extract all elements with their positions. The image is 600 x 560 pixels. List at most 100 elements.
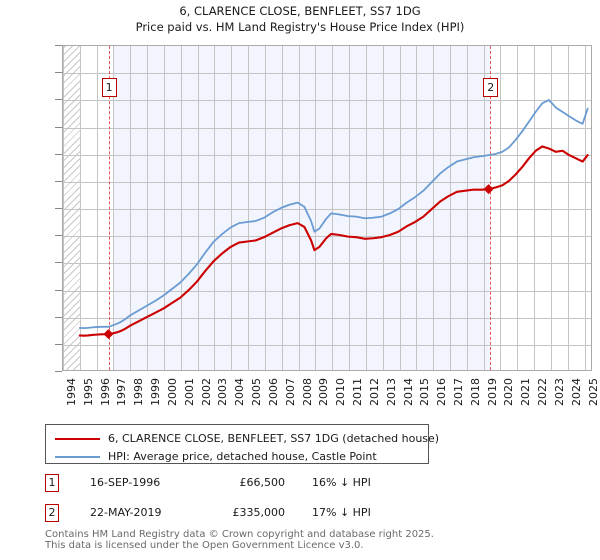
x-axis-label: 2004 bbox=[233, 378, 247, 406]
legend-color-swatch bbox=[55, 456, 100, 458]
y-axis-tick bbox=[55, 316, 62, 318]
y-axis-tick bbox=[55, 343, 62, 345]
legend-label: 6, CLARENCE CLOSE, BENFLEET, SS7 1DG (de… bbox=[108, 432, 440, 445]
transaction-point-marker bbox=[103, 329, 114, 340]
transaction-date: 22-MAY-2019 bbox=[90, 506, 162, 519]
x-axis-label: 2002 bbox=[199, 378, 213, 406]
transaction-vertical-line bbox=[490, 46, 492, 370]
title-line-2: Price paid vs. HM Land Registry's House … bbox=[135, 20, 465, 34]
y-axis-tick bbox=[55, 45, 62, 46]
transaction-hpi-delta: 16% ↓ HPI bbox=[312, 476, 371, 489]
gridline-horizontal bbox=[63, 127, 591, 129]
x-axis-label: 1994 bbox=[65, 378, 78, 406]
x-axis-label: 2013 bbox=[384, 378, 398, 406]
gridline-horizontal bbox=[63, 317, 591, 319]
chart-legend: 6, CLARENCE CLOSE, BENFLEET, SS7 1DG (de… bbox=[45, 424, 439, 466]
title-line-1: 6, CLARENCE CLOSE, BENFLEET, SS7 1DG bbox=[179, 4, 421, 18]
gridline-vertical bbox=[584, 46, 586, 370]
price-history-chart: £0£50K£100K£150K£200K£250K£300K£350K£400… bbox=[0, 40, 600, 406]
gridline-vertical bbox=[315, 46, 317, 370]
gridline-vertical bbox=[517, 46, 519, 370]
x-axis-label: 2025 bbox=[586, 378, 600, 406]
y-axis-tick bbox=[55, 289, 62, 291]
x-axis-label: 2006 bbox=[266, 378, 280, 406]
x-axis-label: 2020 bbox=[502, 378, 516, 406]
y-axis-tick bbox=[55, 262, 62, 264]
gridline-horizontal bbox=[63, 154, 591, 156]
gridline-vertical bbox=[79, 46, 81, 370]
y-axis-tick bbox=[55, 371, 62, 372]
plot-hatched-region bbox=[63, 46, 80, 370]
property-price-line bbox=[80, 146, 588, 335]
copyright-footer: Contains HM Land Registry data © Crown c… bbox=[45, 529, 565, 551]
gridline-vertical bbox=[500, 46, 502, 370]
x-axis-label: 2008 bbox=[300, 378, 314, 406]
y-axis-tick bbox=[55, 153, 62, 155]
gridline-vertical bbox=[365, 46, 367, 370]
gridline-vertical bbox=[449, 46, 451, 370]
x-axis-label: 2012 bbox=[367, 378, 381, 406]
gridline-vertical bbox=[550, 46, 552, 370]
x-axis-label: 2001 bbox=[182, 378, 196, 406]
series-lines bbox=[63, 46, 591, 340]
x-axis-label: 2007 bbox=[283, 378, 297, 406]
x-axis-label: 2003 bbox=[216, 378, 230, 406]
x-axis: 1994 1995 1996 1997 1998 1999 2000 2001 2002 2003… bbox=[0, 376, 600, 426]
gridline-horizontal bbox=[63, 290, 591, 292]
x-axis-label: 1995 bbox=[81, 378, 95, 406]
y-axis-tick bbox=[55, 208, 62, 209]
gridline-vertical bbox=[130, 46, 132, 370]
y-axis-tick bbox=[55, 235, 62, 237]
y-axis-tick bbox=[55, 180, 62, 182]
x-axis-label: 2017 bbox=[451, 378, 465, 406]
transaction-marker-badge[interactable]: 2 bbox=[483, 78, 499, 97]
gridline-horizontal bbox=[63, 209, 591, 210]
x-axis-label: 2021 bbox=[519, 378, 533, 406]
x-axis-label: 1999 bbox=[149, 378, 163, 406]
gridline-vertical bbox=[416, 46, 418, 370]
x-axis-label: 1996 bbox=[98, 378, 112, 406]
transaction-vertical-line bbox=[108, 46, 110, 370]
gridline-vertical bbox=[534, 46, 536, 370]
gridline-vertical bbox=[248, 46, 250, 370]
gridline-vertical bbox=[483, 46, 485, 370]
x-axis-label: 2018 bbox=[468, 378, 482, 406]
footer-line-2: This data is licensed under the Open Gov… bbox=[45, 540, 364, 551]
gridline-horizontal bbox=[63, 181, 591, 183]
x-axis-label: 1998 bbox=[132, 378, 146, 406]
transaction-point-marker bbox=[483, 184, 494, 195]
gridline-vertical bbox=[96, 46, 98, 370]
gridline-vertical bbox=[163, 46, 165, 370]
x-axis-label: 2010 bbox=[334, 378, 348, 406]
y-axis-tick bbox=[55, 99, 62, 101]
transaction-hpi-delta: 17% ↓ HPI bbox=[312, 506, 371, 519]
footer-line-1: Contains HM Land Registry data © Crown c… bbox=[45, 529, 434, 540]
x-axis-label: 2014 bbox=[401, 378, 415, 406]
legend-item: HPI: Average price, detached house, Cast… bbox=[46, 448, 377, 466]
transaction-index-badge: 2 bbox=[45, 504, 59, 522]
gridline-horizontal bbox=[63, 100, 591, 102]
transaction-row[interactable]: 2 22-MAY-2019 £335,000 17% ↓ HPI bbox=[45, 504, 445, 522]
transaction-row[interactable]: 1 16-SEP-1996 £66,500 16% ↓ HPI bbox=[45, 474, 445, 492]
transaction-index-badge: 1 bbox=[45, 474, 59, 492]
gridline-vertical bbox=[113, 46, 115, 370]
legend-item: 6, CLARENCE CLOSE, BENFLEET, SS7 1DG (de… bbox=[46, 430, 439, 448]
y-axis-tick bbox=[55, 72, 62, 74]
x-axis-label: 2024 bbox=[569, 378, 583, 406]
gridline-vertical bbox=[180, 46, 182, 370]
gridline-vertical bbox=[349, 46, 351, 370]
x-axis-label: 2016 bbox=[435, 378, 449, 406]
x-axis-label: 2023 bbox=[552, 378, 566, 406]
gridline-vertical bbox=[214, 46, 216, 370]
gridline-vertical bbox=[147, 46, 149, 370]
x-axis-label: 1997 bbox=[115, 378, 129, 406]
gridline-horizontal bbox=[63, 344, 591, 346]
gridline-vertical bbox=[231, 46, 233, 370]
legend-color-swatch bbox=[55, 438, 100, 440]
transaction-price: £66,500 bbox=[239, 476, 286, 489]
gridline-horizontal bbox=[63, 263, 591, 265]
gridline-vertical bbox=[382, 46, 384, 370]
x-axis-label: 2022 bbox=[536, 378, 550, 406]
transaction-marker-badge[interactable]: 1 bbox=[101, 78, 117, 97]
